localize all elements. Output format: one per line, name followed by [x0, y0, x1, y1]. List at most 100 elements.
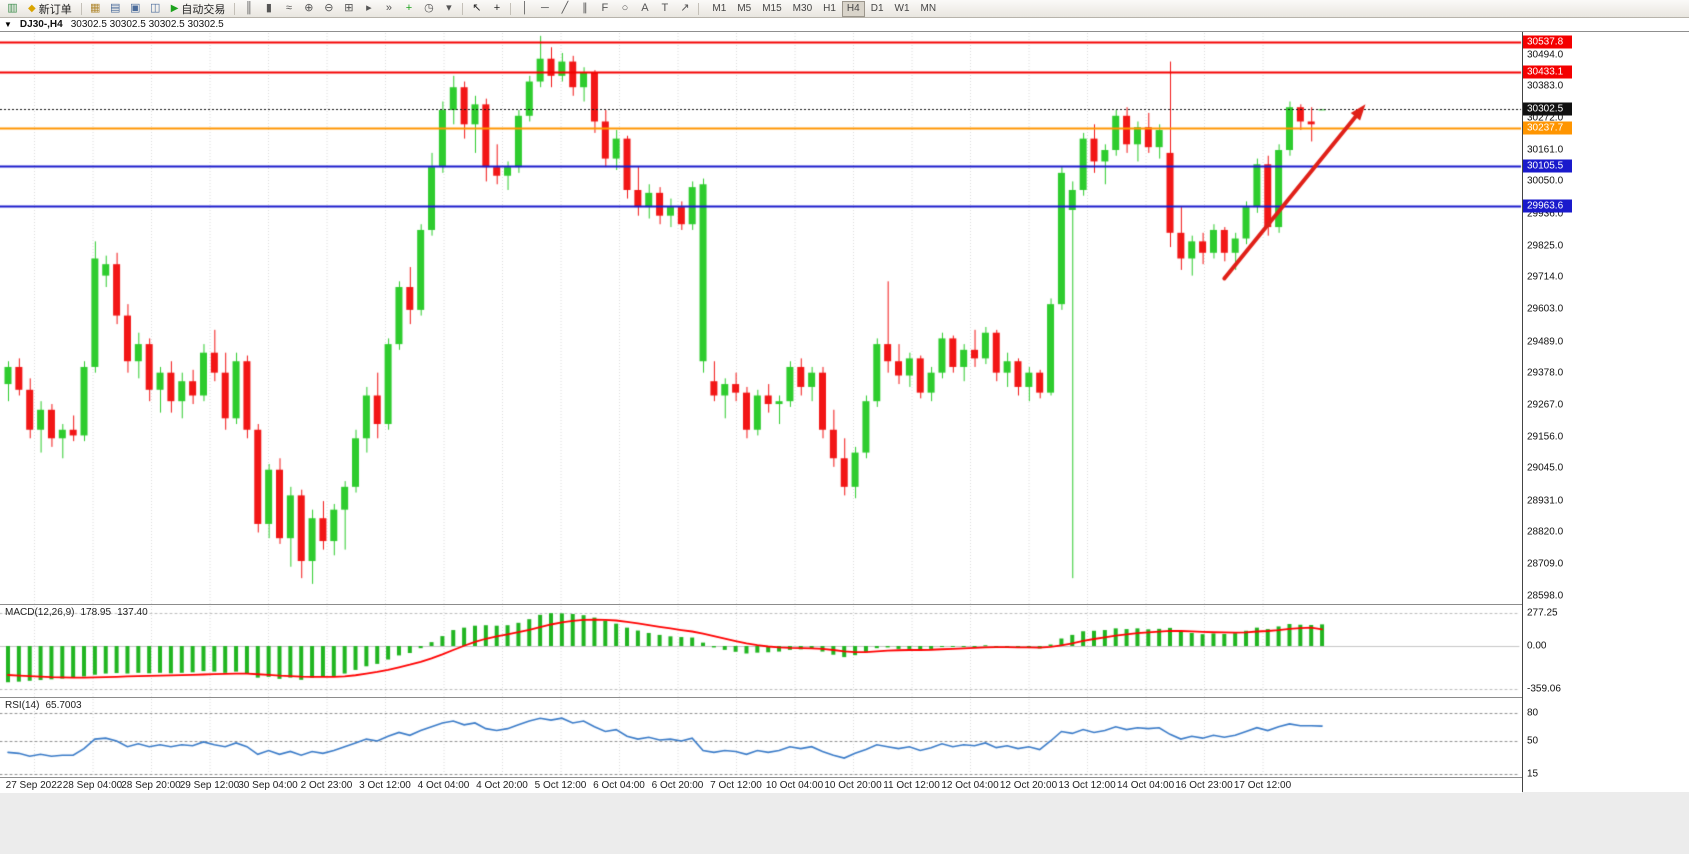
resistance-line-badge: 30433.1: [1523, 65, 1572, 79]
price-axis[interactable]: 30494.0 30383.0 30272.0 30161.0 30050.0 29936…: [1522, 18, 1689, 792]
autotrade-button-label: 自动交易: [181, 3, 226, 16]
price-axis-label: 29267.0: [1527, 399, 1564, 411]
tile-windows-icon[interactable]: ⊞: [344, 2, 354, 14]
rsi-value: 65.7003: [45, 700, 82, 711]
time-axis-label: 5 Oct 12:00: [534, 780, 587, 791]
time-axis-label: 17 Oct 12:00: [1233, 780, 1292, 791]
price-axis-label: 29936.0: [1527, 208, 1564, 220]
time-axis-label: 11 Oct 12:00: [883, 780, 940, 791]
cursor-icon[interactable]: ↖: [472, 2, 482, 14]
timeframe-mn[interactable]: MN: [920, 2, 937, 14]
new-order-button-label: 新订单: [38, 3, 72, 16]
market-watch-icon[interactable]: ▤: [110, 2, 121, 14]
timeframe-m15[interactable]: M15: [762, 2, 782, 14]
toolbar-separator: [510, 2, 512, 15]
zoom-out-icon[interactable]: ⊖: [324, 2, 334, 14]
equidistant-channel-icon[interactable]: ∥: [582, 2, 588, 14]
new-chart-icon[interactable]: ▥: [7, 2, 18, 14]
text-label-icon[interactable]: T: [661, 2, 669, 14]
toolbar: ▥ ◆ 新订单 ▦ ▤ ▣ ◫ ▶ 自动交易 ║ ▮ ≈ ⊕ ⊖ ⊞ ▸ » + ◷ ▾ ↖ + │ ─ ╱ ∥ F ○ A T ↗ M1 M5…: [0, 0, 1689, 18]
chart-shift-icon[interactable]: »: [385, 2, 392, 14]
text-icon[interactable]: A: [641, 2, 649, 14]
time-axis-label: 30 Sep 04:00: [238, 780, 298, 791]
rsi-axis-label: 80: [1527, 707, 1539, 718]
support-line-badge: 29963.6: [1523, 199, 1572, 213]
price-axis-label: 30272.0: [1527, 112, 1564, 124]
price-axis-label: 30494.0: [1527, 49, 1564, 61]
price-axis-label: 29156.0: [1527, 431, 1564, 443]
chart-profiles-icon[interactable]: ▦: [90, 2, 101, 14]
terminal-icon[interactable]: ◫: [150, 2, 161, 14]
timeframe-m5[interactable]: M5: [737, 2, 752, 14]
time-axis-label: 28 Sep 20:00: [121, 780, 181, 791]
price-axis-label: 29378.0: [1527, 367, 1564, 379]
price-axis-label: 29603.0: [1527, 303, 1564, 315]
auto-scroll-icon[interactable]: ▸: [366, 2, 372, 14]
time-axis-label: 29 Sep 12:00: [179, 780, 240, 791]
autotrade-button-icon: ▶: [170, 3, 179, 14]
fibonacci-icon[interactable]: F: [601, 2, 609, 14]
timeframe-d1[interactable]: D1: [870, 2, 884, 14]
time-axis-label: 6 Oct 04:00: [593, 780, 645, 791]
navigator-icon[interactable]: ▣: [130, 2, 141, 14]
periods-icon[interactable]: ◷: [424, 2, 434, 14]
vertical-line-icon[interactable]: │: [521, 2, 529, 14]
macd-panel-divider[interactable]: [0, 604, 1522, 605]
timeframe-h4[interactable]: H4: [841, 0, 865, 17]
macd-signal-value: 137.40: [117, 607, 148, 618]
rsi-axis-label: 50: [1527, 735, 1539, 747]
time-axis-label: 12 Oct 20:00: [999, 780, 1058, 791]
rsi-axis-label: 15: [1527, 768, 1539, 780]
time-axis-label: 28 Sep 04:00: [62, 780, 123, 791]
bar-chart-icon[interactable]: ║: [245, 2, 253, 14]
arrows-icon[interactable]: ↗: [680, 2, 690, 14]
time-axis-label: 14 Oct 04:00: [1116, 780, 1175, 791]
time-axis-label: 10 Oct 04:00: [765, 780, 824, 791]
timeframe-h1[interactable]: H1: [823, 2, 836, 14]
price-axis-label: 30050.0: [1527, 175, 1564, 187]
macd-main-value: 178.95: [80, 607, 112, 618]
desktop-background: [0, 792, 1689, 854]
price-axis-label: 28820.0: [1527, 526, 1564, 538]
price-axis-label: 29714.0: [1527, 271, 1564, 283]
templates-icon[interactable]: ▾: [446, 2, 452, 14]
time-axis-label: 4 Oct 04:00: [417, 780, 470, 791]
ohlc-values: 30302.5 30302.5 30302.5 30302.5: [70, 19, 224, 30]
indicators-icon[interactable]: +: [405, 2, 413, 14]
macd-axis-label: -359.06: [1527, 683, 1561, 695]
horizontal-line-icon[interactable]: ─: [541, 2, 549, 14]
macd-axis-label: 277.25: [1527, 607, 1558, 618]
zoom-in-icon[interactable]: ⊕: [304, 2, 314, 14]
shapes-icon[interactable]: ○: [621, 2, 629, 14]
rsi-panel-divider[interactable]: [0, 697, 1522, 698]
time-axis-label: 7 Oct 12:00: [710, 780, 762, 791]
timeframe-m1[interactable]: M1: [712, 2, 727, 14]
timeframe-w1[interactable]: W1: [894, 2, 910, 14]
new-order-button[interactable]: ◆ 新订单: [23, 1, 77, 16]
price-axis-label: 29489.0: [1527, 336, 1564, 348]
time-axis[interactable]: 27 Sep 2022 28 Sep 04:00 28 Sep 20:00 29 Se…: [0, 777, 1522, 793]
autotrade-button[interactable]: ▶ 自动交易: [166, 1, 231, 16]
time-axis-label: 13 Oct 12:00: [1058, 780, 1116, 791]
symbol-period-label: DJ30-,H4: [19, 19, 63, 30]
macd-axis-label: 0.00: [1527, 640, 1547, 652]
candlestick-chart-icon[interactable]: ▮: [265, 2, 272, 14]
resistance-line-badge: 30537.8: [1523, 35, 1572, 49]
line-chart-icon[interactable]: ≈: [285, 2, 292, 14]
macd-indicator-label: MACD(12,26,9) 178.95 137.40: [5, 607, 148, 618]
toolbar-separator: [80, 2, 82, 15]
trendline-icon[interactable]: ╱: [561, 2, 569, 14]
current-price-line-badge: 30302.5: [1523, 102, 1572, 116]
time-axis-label: 10 Oct 20:00: [824, 780, 882, 791]
timeframe-switcher: M1 M5 M15 M30 H1 H4 D1 W1 MN: [707, 0, 941, 17]
support-line-badge: 30105.5: [1523, 159, 1572, 173]
time-axis-label: 2 Oct 23:00: [300, 780, 353, 791]
crosshair-icon[interactable]: +: [493, 2, 501, 14]
candlestick-chart-canvas[interactable]: [0, 0, 1522, 792]
toolbar-separator: [234, 2, 236, 15]
price-axis-label: 28709.0: [1527, 558, 1564, 570]
timeframe-m30[interactable]: M30: [792, 2, 813, 14]
pivot-line-badge: 30237.7: [1523, 121, 1572, 135]
chevron-down-icon[interactable]: ▼: [4, 20, 12, 29]
time-axis-label: 12 Oct 04:00: [941, 780, 999, 791]
